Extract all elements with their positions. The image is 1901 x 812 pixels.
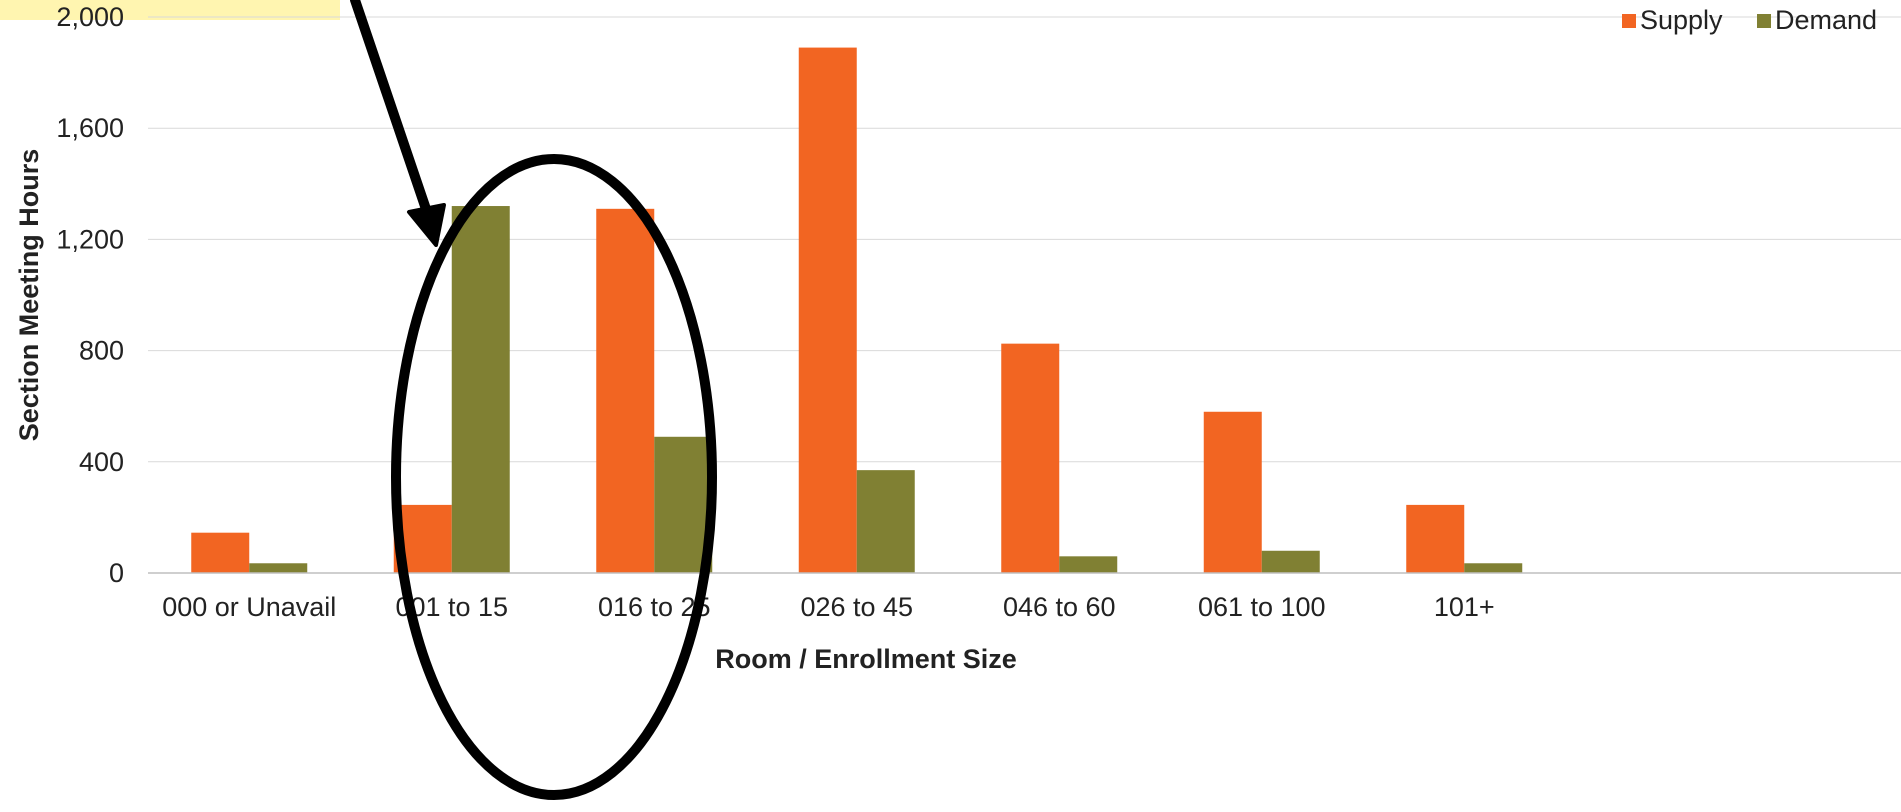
legend-label-supply: Supply xyxy=(1640,5,1723,35)
annotation xyxy=(350,0,717,800)
x-tick-label: 000 or Unavail xyxy=(162,592,336,622)
legend-swatch-demand xyxy=(1757,14,1771,28)
legend: Supply Demand xyxy=(1622,5,1877,35)
x-tick-label: 026 to 45 xyxy=(800,592,913,622)
bar-demand xyxy=(1261,550,1320,573)
y-tick-label: 800 xyxy=(79,336,124,366)
y-tick-label: 0 xyxy=(109,558,124,588)
x-axis-ticks: 000 or Unavail 001 to 15 016 to 25 026 to 4… xyxy=(162,592,1494,622)
annotation-arrow-shaft xyxy=(350,0,433,220)
y-tick-label: 1,600 xyxy=(56,113,124,143)
bar-supply xyxy=(191,532,250,573)
y-tick-label: 400 xyxy=(79,447,124,477)
x-tick-label: 061 to 100 xyxy=(1198,592,1326,622)
bar-demand xyxy=(1464,563,1523,573)
bar-demand xyxy=(451,206,510,574)
bar-supply xyxy=(798,47,857,573)
bar-supply xyxy=(1203,411,1262,573)
y-axis-ticks: 0 400 800 1,200 1,600 2,000 xyxy=(56,2,124,588)
x-tick-label: 046 to 60 xyxy=(1003,592,1116,622)
legend-label-demand: Demand xyxy=(1775,5,1877,35)
bar-supply xyxy=(596,208,655,573)
highlight-strip xyxy=(0,0,340,20)
bar-supply xyxy=(1001,343,1060,573)
bars xyxy=(191,47,1523,574)
y-tick-label: 2,000 xyxy=(56,2,124,32)
legend-swatch-supply xyxy=(1622,14,1636,28)
x-axis-title: Room / Enrollment Size xyxy=(715,644,1017,674)
y-tick-label: 1,200 xyxy=(56,224,124,254)
annotation-arrow-head xyxy=(407,203,446,247)
bar-supply xyxy=(1406,504,1465,573)
y-axis-title: Section Meeting Hours xyxy=(14,149,44,442)
bar-demand xyxy=(249,563,308,573)
annotation-ellipse xyxy=(391,154,717,800)
x-tick-label: 101+ xyxy=(1434,592,1495,622)
bar-demand xyxy=(654,436,713,573)
bar-demand xyxy=(856,470,915,573)
bar-demand xyxy=(1059,556,1118,573)
